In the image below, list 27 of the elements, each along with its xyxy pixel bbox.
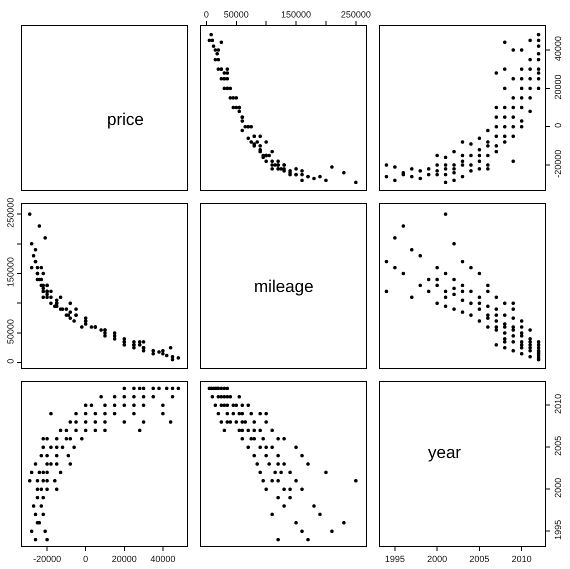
- y-tick-label: 50000: [5, 319, 16, 344]
- y-tick-label: -20000: [552, 150, 563, 178]
- text: price: [107, 110, 144, 129]
- x-tick-label: 150000: [281, 9, 312, 20]
- y-tick-label: 1995: [552, 520, 563, 540]
- x-tick-label: 50000: [224, 9, 249, 20]
- x-tick-label: 0: [204, 9, 209, 20]
- y-tick-label: 250000: [5, 198, 16, 228]
- y-tick-label: 2005: [552, 436, 563, 456]
- x-tick-label: 250000: [340, 9, 371, 20]
- x-tick-label: 40000: [150, 554, 176, 564]
- x-tick-label: 2005: [469, 554, 490, 564]
- x-tick-label: -20000: [33, 554, 62, 564]
- y-tick-label: 2000: [552, 478, 563, 498]
- y-tick-label: 0: [5, 358, 16, 364]
- x-tick-label: 1995: [384, 554, 405, 564]
- x-tick-label: 2010: [512, 554, 532, 564]
- text: year: [428, 443, 462, 462]
- x-tick-label: 20000: [112, 554, 137, 564]
- y-tick-label: 2010: [552, 394, 563, 414]
- x-tick-label: 0: [83, 554, 88, 564]
- y-tick-label: 20000: [552, 74, 563, 100]
- y-tick-label: 150000: [5, 257, 16, 288]
- y-tick-label: 40000: [552, 36, 563, 62]
- text: mileage: [254, 277, 314, 296]
- y-tick-label: 0: [552, 122, 563, 128]
- x-tick-label: 2000: [427, 554, 448, 564]
